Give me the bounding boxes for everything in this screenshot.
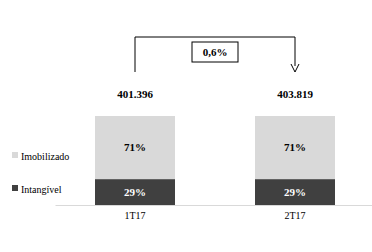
- tick: 1T17: [124, 205, 145, 221]
- data-label: 29%: [124, 186, 146, 198]
- annotation: 0,6%: [135, 37, 299, 72]
- axis-line: [56, 205, 372, 206]
- bracket: [135, 37, 295, 72]
- data-labels: 71% 71% 29% 29%: [124, 141, 306, 198]
- bar-segment: [95, 179, 175, 205]
- total-label: 403.819: [277, 88, 313, 100]
- total-label: 401.396: [117, 88, 153, 100]
- legend-swatch: [12, 185, 18, 191]
- annotation-box: [192, 42, 238, 62]
- legend: Imobilizado Intangível: [12, 151, 69, 195]
- arrow-head: [291, 64, 299, 72]
- tick-label: 1T17: [124, 210, 145, 221]
- bar-segment: [255, 179, 335, 205]
- x-axis: 1T17 2T17: [56, 205, 372, 221]
- data-label: 71%: [284, 141, 306, 153]
- tick-label: 2T17: [284, 210, 305, 221]
- legend-label: Imobilizado: [21, 151, 69, 162]
- data-label: 29%: [284, 186, 306, 198]
- bars: [95, 116, 335, 205]
- data-label: 71%: [124, 141, 146, 153]
- bar-segment: [255, 116, 335, 179]
- bar-segment: [95, 116, 175, 179]
- chart: 71% 71% 29% 29% 401.396 403.819 1T17 2T17 0,6% Im…: [0, 0, 372, 252]
- tick: 2T17: [284, 205, 305, 221]
- annotation-text: 0,6%: [203, 46, 228, 58]
- legend-swatch: [12, 152, 18, 158]
- legend-label: Intangível: [21, 184, 62, 195]
